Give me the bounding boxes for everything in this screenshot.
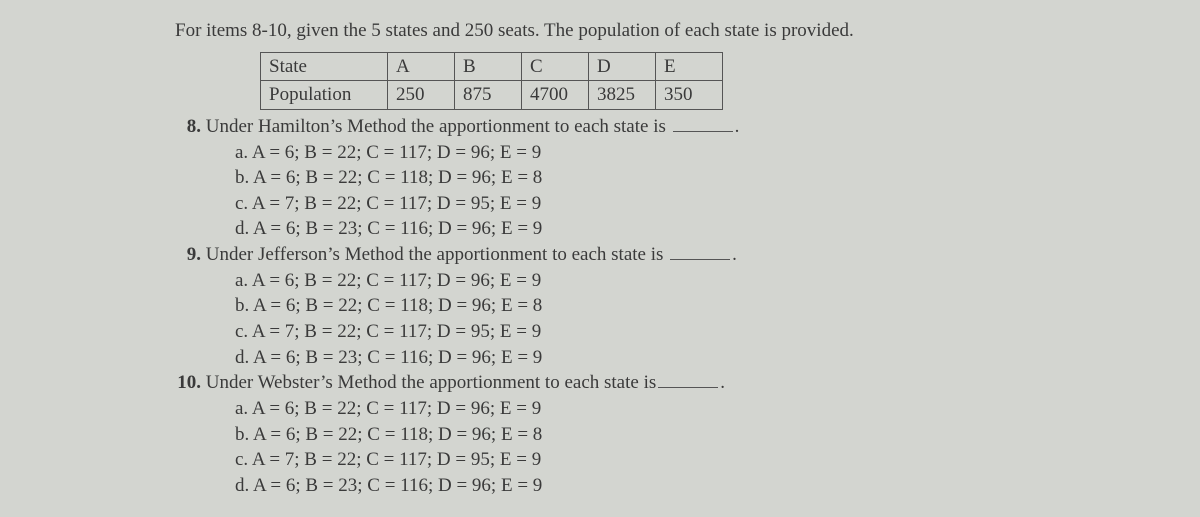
option-line: b. A = 6; B = 22; C = 118; D = 96; E = 8 [235, 165, 1030, 191]
option-line: a. A = 6; B = 22; C = 117; D = 96; E = 9 [235, 396, 1030, 422]
state-table: State A B C D E Population 250 875 4700 … [260, 52, 723, 110]
question-number: 10. [175, 370, 201, 396]
option-line: b. A = 6; B = 22; C = 118; D = 96; E = 8 [235, 422, 1030, 448]
question-text-after: . [720, 372, 725, 393]
pop-cell: 350 [656, 81, 723, 110]
option-line: c. A = 7; B = 22; C = 117; D = 95; E = 9 [235, 191, 1030, 217]
option-line: a. A = 6; B = 22; C = 117; D = 96; E = 9 [235, 268, 1030, 294]
option-letter: c. [235, 193, 252, 214]
option-text: A = 6; B = 22; C = 117; D = 96; E = 9 [252, 270, 541, 291]
option-letter: a. [235, 398, 252, 419]
col-header: A [388, 52, 455, 81]
option-text: A = 6; B = 23; C = 116; D = 96; E = 9 [253, 218, 542, 239]
state-table-wrap: State A B C D E Population 250 875 4700 … [260, 52, 1030, 110]
row-label-pop: Population [261, 81, 388, 110]
fill-blank [658, 387, 718, 388]
option-text: A = 6; B = 23; C = 116; D = 96; E = 9 [253, 347, 542, 368]
question-number: 8. [175, 114, 201, 140]
question-line: 10. Under Webster’s Method the apportion… [175, 370, 1030, 396]
question-number: 9. [175, 242, 201, 268]
option-letter: a. [235, 142, 252, 163]
option-text: A = 7; B = 22; C = 117; D = 95; E = 9 [252, 193, 541, 214]
option-line: a. A = 6; B = 22; C = 117; D = 96; E = 9 [235, 140, 1030, 166]
option-text: A = 6; B = 22; C = 118; D = 96; E = 8 [253, 424, 542, 445]
questions-block: 8. Under Hamilton’s Method the apportion… [175, 114, 1030, 499]
option-text: A = 6; B = 22; C = 118; D = 96; E = 8 [253, 167, 542, 188]
intro-text: For items 8-10, given the 5 states and 2… [175, 18, 1030, 44]
option-letter: a. [235, 270, 252, 291]
option-line: c. A = 7; B = 22; C = 117; D = 95; E = 9 [235, 447, 1030, 473]
pop-cell: 3825 [589, 81, 656, 110]
question-text-after: . [735, 116, 740, 137]
option-text: A = 6; B = 23; C = 116; D = 96; E = 9 [253, 475, 542, 496]
option-line: b. A = 6; B = 22; C = 118; D = 96; E = 8 [235, 293, 1030, 319]
option-text: A = 6; B = 22; C = 117; D = 96; E = 9 [252, 142, 541, 163]
option-letter: b. [235, 167, 253, 188]
col-header: E [656, 52, 723, 81]
option-letter: b. [235, 424, 253, 445]
col-header: D [589, 52, 656, 81]
option-letter: d. [235, 475, 253, 496]
option-letter: b. [235, 295, 253, 316]
option-line: d. A = 6; B = 23; C = 116; D = 96; E = 9 [235, 345, 1030, 371]
row-label-state: State [261, 52, 388, 81]
option-letter: c. [235, 321, 252, 342]
table-row: State A B C D E [261, 52, 723, 81]
col-header: B [455, 52, 522, 81]
option-line: c. A = 7; B = 22; C = 117; D = 95; E = 9 [235, 319, 1030, 345]
option-letter: c. [235, 449, 252, 470]
pop-cell: 4700 [522, 81, 589, 110]
col-header: C [522, 52, 589, 81]
question-text: Under Webster’s Method the apportionment… [206, 372, 657, 393]
pop-cell: 875 [455, 81, 522, 110]
option-text: A = 7; B = 22; C = 117; D = 95; E = 9 [252, 321, 541, 342]
option-line: d. A = 6; B = 23; C = 116; D = 96; E = 9 [235, 473, 1030, 499]
option-letter: d. [235, 347, 253, 368]
option-text: A = 7; B = 22; C = 117; D = 95; E = 9 [252, 449, 541, 470]
question-text: Under Jefferson’s Method the apportionme… [206, 244, 668, 265]
fill-blank [670, 259, 730, 260]
question-text-after: . [732, 244, 737, 265]
question-line: 9. Under Jefferson’s Method the apportio… [175, 242, 1030, 268]
fill-blank [673, 131, 733, 132]
table-row: Population 250 875 4700 3825 350 [261, 81, 723, 110]
question-text: Under Hamilton’s Method the apportionmen… [206, 116, 671, 137]
option-text: A = 6; B = 22; C = 118; D = 96; E = 8 [253, 295, 542, 316]
page: For items 8-10, given the 5 states and 2… [0, 0, 1200, 499]
option-line: d. A = 6; B = 23; C = 116; D = 96; E = 9 [235, 216, 1030, 242]
pop-cell: 250 [388, 81, 455, 110]
question-line: 8. Under Hamilton’s Method the apportion… [175, 114, 1030, 140]
option-letter: d. [235, 218, 253, 239]
option-text: A = 6; B = 22; C = 117; D = 96; E = 9 [252, 398, 541, 419]
